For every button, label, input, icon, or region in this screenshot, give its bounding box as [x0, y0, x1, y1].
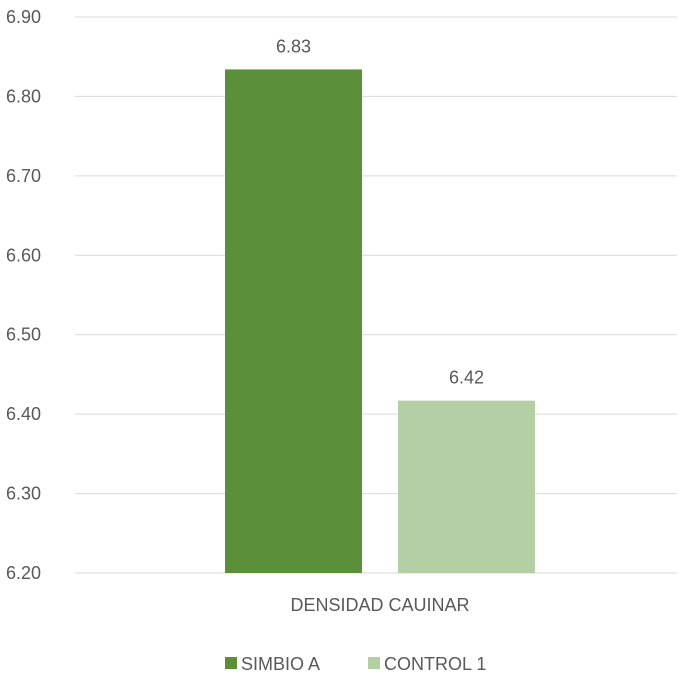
- x-tick-label: DENSIDAD CAUINAR: [290, 595, 469, 615]
- bars: [225, 69, 535, 574]
- y-tick-label: 6.50: [6, 325, 41, 345]
- data-label: 6.42: [449, 368, 484, 388]
- y-tick-label: 6.90: [6, 7, 41, 27]
- y-tick-label: 6.30: [6, 484, 41, 504]
- y-axis-ticks: 6.20 6.30 6.40 6.50 6.60 6.70 6.80 6.90: [6, 7, 41, 583]
- legend: SIMBIO A CONTROL 1: [225, 654, 486, 674]
- y-tick-label: 6.40: [6, 404, 41, 424]
- legend-label: CONTROL 1: [384, 654, 486, 674]
- data-label: 6.83: [276, 36, 311, 56]
- data-labels: 6.83 6.42: [276, 36, 484, 387]
- y-tick-label: 6.20: [6, 563, 41, 583]
- legend-swatch: [225, 657, 237, 669]
- y-tick-label: 6.80: [6, 86, 41, 106]
- bar-control-1: [398, 400, 535, 573]
- x-axis-ticks: DENSIDAD CAUINAR: [290, 595, 469, 615]
- legend-label: SIMBIO A: [241, 654, 320, 674]
- y-tick-label: 6.70: [6, 166, 41, 186]
- legend-swatch: [368, 657, 380, 669]
- bar-simbio-a: [225, 69, 362, 574]
- gridlines: [75, 16, 677, 574]
- y-tick-label: 6.60: [6, 245, 41, 265]
